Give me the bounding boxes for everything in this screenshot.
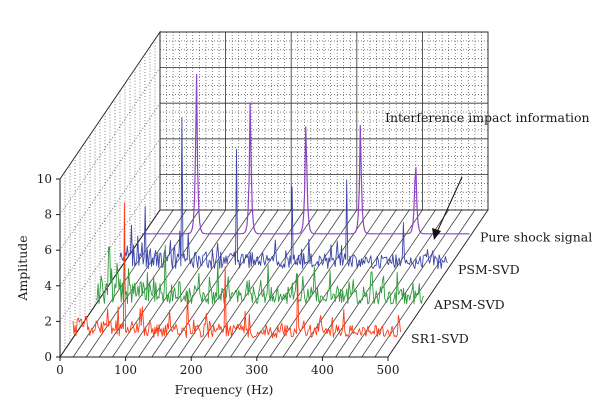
floor-grid-line [374, 209, 476, 358]
x-axis-label: Frequency (Hz) [175, 382, 274, 397]
series-line-psm-svd [119, 117, 448, 270]
floor-grid-line [85, 209, 187, 358]
floor-grid-line [308, 209, 410, 358]
floor-grid-line [282, 209, 384, 358]
series-label: Pure shock signal [480, 229, 592, 244]
x-tick-label: 0 [56, 363, 64, 377]
floor-grid-line [256, 209, 358, 358]
y-tick-label: 8 [44, 208, 52, 222]
annotation-text: Interference impact information [385, 110, 590, 125]
y-tick-label: 10 [37, 172, 52, 186]
chart-grid [59, 31, 489, 358]
floor-grid-line [151, 209, 253, 358]
floor-grid-line [295, 209, 397, 358]
series-label: PSM-SVD [458, 262, 520, 277]
chart-series [72, 73, 470, 339]
series-line-pure-shock-signal [142, 73, 470, 235]
y-axis-label: Amplitude [15, 235, 30, 301]
annotation-arrow-line [436, 176, 463, 233]
floor-grid-line [204, 209, 305, 358]
floor-grid-line [125, 209, 226, 358]
chart-walls [59, 30, 489, 359]
series-line-sr1-svd [72, 202, 401, 339]
x-tick-label: 400 [311, 363, 334, 377]
x-tick-label: 200 [180, 363, 203, 377]
left-wall [59, 30, 161, 359]
floor-grid-line [361, 209, 463, 358]
chart-axes [56, 178, 389, 361]
y-tick-label: 4 [44, 279, 52, 293]
x-tick-label: 100 [114, 363, 137, 377]
annotation-arrow-head [432, 228, 441, 240]
chart-labels: 0 100 200 300 400 500 0 2 4 6 8 10 Frequency (Hz) Amp… [15, 110, 592, 397]
y-tick-label: 0 [44, 350, 52, 364]
y-tick-label: 6 [44, 243, 52, 257]
series-line-apsm-svd [95, 244, 424, 305]
series-label: SR1-SVD [411, 331, 469, 346]
x-tick-label: 500 [377, 363, 400, 377]
floor-grid-line [243, 209, 344, 358]
x-tick-label: 300 [245, 363, 268, 377]
y-tick-label: 2 [44, 314, 52, 328]
series-label: APSM-SVD [433, 297, 505, 312]
floor-grid-line [335, 209, 436, 358]
